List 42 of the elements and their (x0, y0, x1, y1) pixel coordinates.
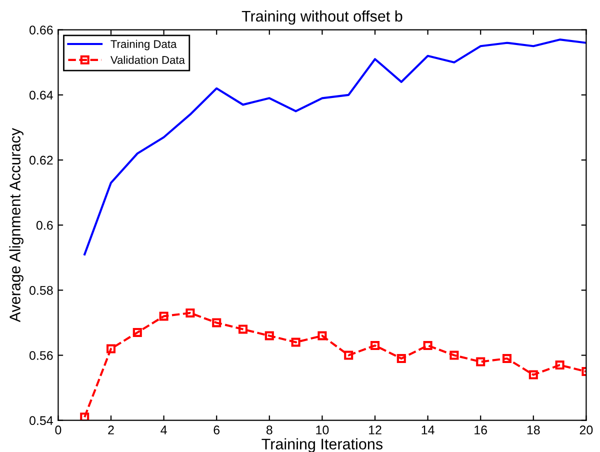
x-tick-label: 4 (160, 426, 167, 434)
x-tick-label: 8 (266, 426, 272, 434)
point (370, 340, 380, 350)
y-tick-label: 0.54 (30, 416, 53, 426)
point (212, 318, 222, 328)
point (555, 360, 564, 370)
legend-label: Training Data (110, 40, 177, 50)
point (344, 350, 354, 360)
point (264, 331, 274, 340)
point (238, 324, 248, 334)
line-series (84, 38, 586, 256)
point (450, 350, 459, 360)
point (423, 340, 432, 350)
y-tick-label: 0.58 (30, 286, 53, 295)
point (528, 370, 538, 380)
legend-label: Validation Data (110, 56, 185, 64)
point (186, 308, 195, 318)
point (291, 338, 300, 347)
point (396, 354, 406, 364)
y-tick-label: 0.66 (30, 26, 53, 34)
x-tick-label: 16 (474, 426, 488, 434)
point (106, 344, 116, 354)
y-tick-label: 0.64 (30, 90, 53, 100)
x-tick-label: 0 (55, 426, 62, 434)
x-tick-label: 14 (422, 426, 434, 434)
x-tick-label: 18 (527, 426, 540, 434)
y-axis-title: Average Alignment Accuracy (9, 128, 24, 322)
y-tick-label: 0.56 (30, 351, 53, 360)
y-tick-label: 0.62 (30, 156, 53, 165)
chart-title: Training without offset b (242, 10, 402, 25)
point (80, 412, 90, 420)
x-tick-label: 20 (580, 426, 593, 434)
x-tick-label: 2 (108, 426, 114, 434)
x-tick-label: 6 (214, 426, 220, 434)
y-tick-label: 0.6 (36, 220, 53, 230)
x-tick-label: 12 (369, 426, 382, 434)
point (318, 331, 327, 340)
x-tick-label: 10 (316, 426, 329, 434)
point (502, 354, 512, 364)
point (132, 328, 142, 338)
point (159, 312, 168, 321)
point (476, 357, 486, 366)
